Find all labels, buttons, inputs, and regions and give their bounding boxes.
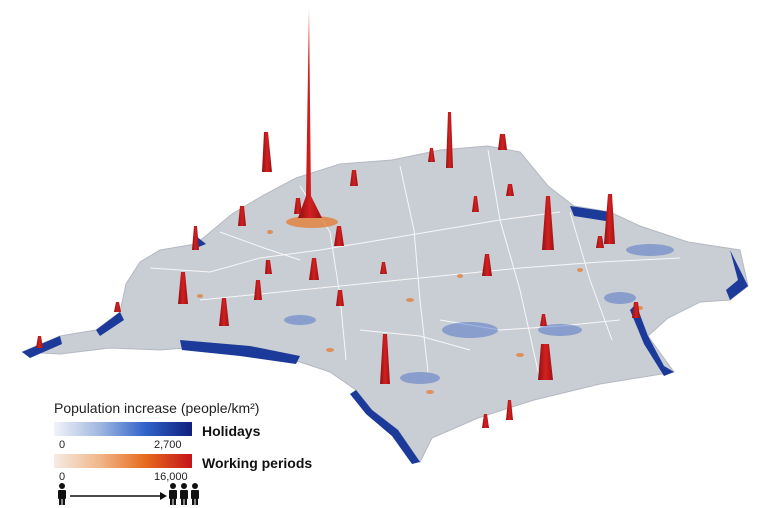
spike — [265, 260, 272, 274]
spike — [178, 272, 188, 304]
spike — [428, 148, 435, 162]
spike — [506, 184, 514, 196]
spike — [446, 112, 453, 168]
spike — [219, 298, 229, 326]
spike — [472, 196, 479, 212]
arrow-icon — [70, 492, 167, 500]
working-max-label: 16,000 — [154, 471, 188, 483]
holidays-max-label: 2,700 — [154, 439, 182, 451]
spike — [540, 314, 547, 326]
holidays-label: Holidays — [202, 423, 261, 439]
holiday-patches — [284, 244, 674, 384]
person-icon — [58, 483, 66, 505]
spike — [309, 258, 319, 280]
working-label: Working periods — [202, 455, 313, 471]
spike — [114, 302, 121, 312]
people-group-icon — [169, 483, 199, 505]
spike-paris — [298, 10, 322, 218]
spike — [36, 336, 43, 348]
region-borders — [149, 149, 681, 381]
spike — [498, 134, 507, 150]
spike — [336, 290, 344, 306]
land-surface — [21, 145, 749, 463]
holidays-min-label: 0 — [59, 439, 66, 451]
spike — [380, 334, 390, 384]
spike — [542, 196, 554, 250]
spike — [294, 198, 302, 214]
spike — [604, 194, 615, 244]
spike — [350, 170, 358, 186]
spike — [632, 302, 640, 318]
spike — [482, 254, 492, 276]
working-min-label: 0 — [59, 471, 66, 483]
working-spikes — [36, 10, 640, 428]
spike — [482, 414, 489, 428]
working-color-bar — [54, 454, 192, 468]
spike — [238, 206, 246, 226]
holidays-color-bar — [54, 422, 192, 436]
spike — [192, 226, 199, 250]
spike — [506, 400, 513, 420]
spike — [262, 132, 272, 172]
spike — [596, 236, 604, 248]
spike — [254, 280, 262, 300]
people-scale — [58, 483, 199, 505]
legend-title: Population increase (people/km²) — [54, 400, 260, 416]
spike — [538, 344, 553, 380]
spike — [334, 226, 344, 246]
spike — [380, 262, 387, 274]
